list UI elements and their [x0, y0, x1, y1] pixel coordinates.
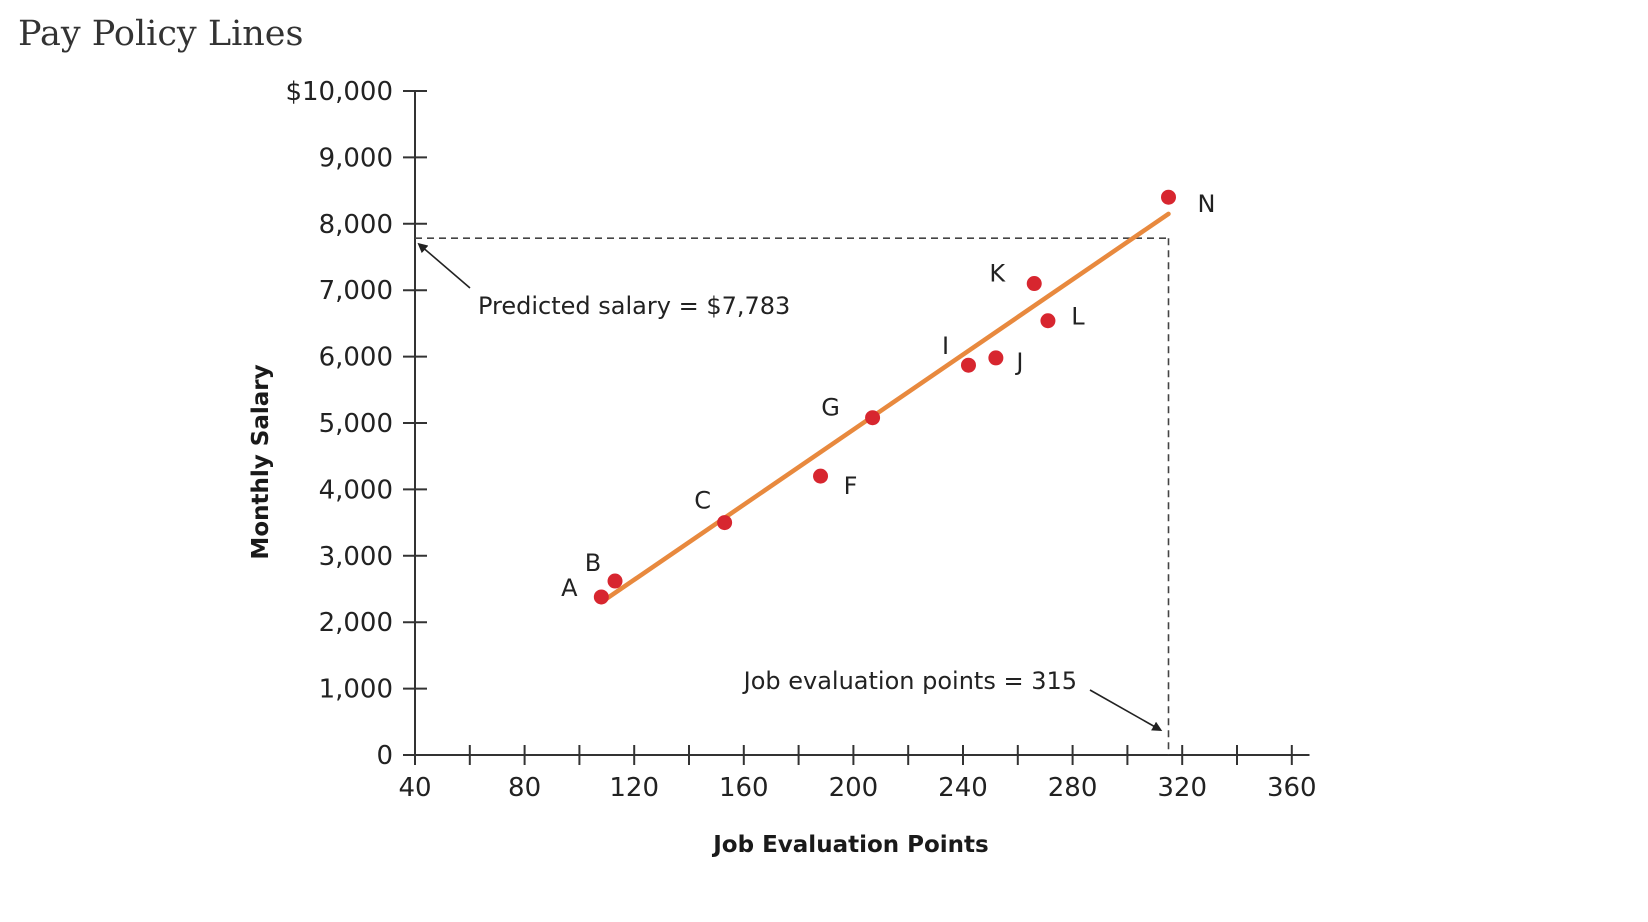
y-tick-label: 5,000 [319, 409, 393, 439]
predicted-salary-arrow [417, 242, 471, 289]
data-point [988, 350, 1004, 366]
y-tick-label: 2,000 [319, 608, 393, 638]
point-label: C [694, 487, 711, 515]
job-points-annotation: Job evaluation points = 315 [742, 667, 1077, 695]
point-label: G [821, 394, 840, 422]
x-tick-label: 160 [719, 773, 769, 803]
point-label: L [1071, 303, 1085, 331]
pay-policy-line [599, 211, 1171, 605]
x-tick-label: 240 [938, 773, 988, 803]
y-tick-label: 4,000 [319, 475, 393, 505]
y-tick-label: 9,000 [319, 143, 393, 173]
y-axis-ticks: 0 1,000 2,000 3,000 4,000 5,000 6,000 7,000 8,00… [285, 77, 427, 771]
y-tick-label: 6,000 [319, 343, 393, 373]
chart-title: Pay Policy Lines [18, 14, 304, 54]
point-label: I [942, 332, 949, 360]
x-tick-label: 360 [1267, 773, 1317, 803]
data-point [1026, 276, 1042, 292]
point-label: A [561, 574, 578, 602]
y-tick-label: 8,000 [319, 210, 393, 240]
data-point [813, 468, 829, 484]
x-tick-label: 280 [1048, 773, 1098, 803]
data-points: AB C F G I J K L N [561, 189, 1216, 605]
y-tick-label: 3,000 [319, 542, 393, 572]
annotations: Predicted salary = $7,783 Job evaluation … [417, 242, 1163, 731]
data-point [865, 410, 881, 426]
x-axis-label: Job Evaluation Points [711, 832, 989, 858]
point-label: F [844, 472, 858, 500]
guide-lines [415, 237, 1170, 755]
x-tick-label: 200 [829, 773, 879, 803]
data-point [717, 515, 733, 531]
point-label: J [1014, 348, 1023, 376]
x-tick-label: 80 [508, 773, 541, 803]
data-point [1040, 313, 1056, 329]
x-tick-label: 320 [1157, 773, 1207, 803]
y-tick-label: 7,000 [319, 276, 393, 306]
predicted-salary-annotation: Predicted salary = $7,783 [478, 292, 790, 320]
y-tick-label: 0 [376, 741, 393, 771]
x-tick-label: 40 [398, 773, 431, 803]
y-tick-label: $10,000 [285, 77, 393, 107]
y-tick-label: 1,000 [319, 675, 393, 705]
data-point [607, 573, 623, 589]
x-axis-ticks: 40 80 120 160 200 240 280 320 360 [398, 745, 1317, 803]
job-points-arrow [1089, 689, 1163, 731]
pay-policy-line-group [599, 211, 1171, 605]
y-axis-label: Monthly Salary [248, 364, 274, 559]
point-label: B [585, 549, 601, 577]
data-point [1161, 189, 1176, 205]
data-point [960, 357, 976, 373]
x-tick-label: 120 [609, 773, 659, 803]
point-label: K [989, 260, 1006, 288]
point-label: N [1198, 190, 1216, 218]
data-point [593, 589, 609, 605]
